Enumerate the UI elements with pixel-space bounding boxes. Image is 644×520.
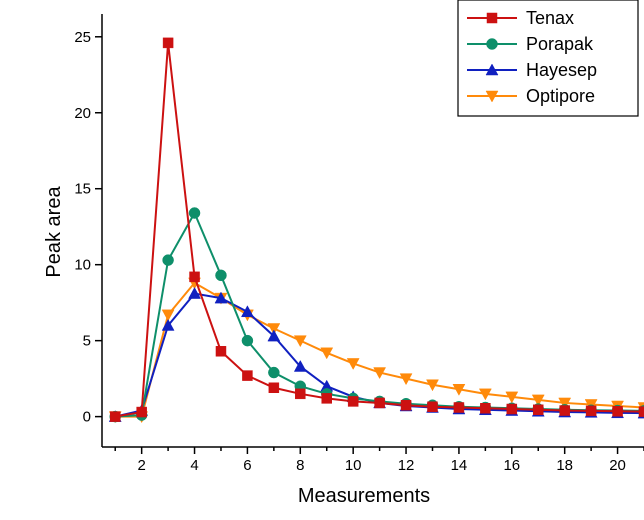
y-tick-label: 15 bbox=[74, 181, 91, 198]
data-point-hayesep bbox=[293, 359, 307, 372]
legend-marker-porapak bbox=[486, 38, 498, 50]
data-point-tenax bbox=[480, 403, 491, 414]
data-point-porapak bbox=[268, 366, 280, 379]
legend-item-porapak: Porapak bbox=[467, 34, 594, 54]
x-tick-label: 16 bbox=[503, 457, 520, 474]
data-point-tenax bbox=[374, 397, 385, 409]
data-point-optipore bbox=[320, 347, 334, 360]
legend-marker-tenax bbox=[486, 12, 498, 24]
legend-item-optipore: Optipore bbox=[467, 86, 595, 106]
legend-item-tenax: Tenax bbox=[467, 8, 574, 28]
x-tick-label: 2 bbox=[137, 457, 145, 474]
x-tick-label: 4 bbox=[190, 457, 198, 474]
legend-label-optipore: Optipore bbox=[526, 86, 595, 106]
data-point-optipore bbox=[293, 335, 307, 348]
x-tick-label: 8 bbox=[296, 457, 304, 474]
series-layer bbox=[108, 37, 644, 424]
x-tick-label: 18 bbox=[556, 457, 573, 474]
data-point-tenax bbox=[295, 388, 306, 400]
data-point-hayesep bbox=[188, 287, 201, 299]
legend-marker-optipore bbox=[485, 90, 499, 103]
x-axis-title: Measurements bbox=[298, 485, 430, 507]
data-point-porapak bbox=[162, 254, 174, 266]
data-point-tenax bbox=[321, 393, 332, 404]
data-point-porapak bbox=[215, 269, 227, 282]
data-point-hayesep bbox=[240, 305, 254, 318]
data-point-tenax bbox=[109, 411, 121, 422]
data-point-tenax bbox=[268, 382, 280, 393]
data-point-tenax bbox=[638, 406, 644, 417]
y-axis-ticks: 0 5 10 15 20 25 bbox=[74, 29, 102, 426]
data-point-tenax bbox=[215, 346, 227, 357]
data-point-tenax bbox=[242, 370, 253, 381]
data-point-optipore bbox=[373, 367, 387, 380]
data-point-tenax bbox=[612, 406, 623, 417]
x-tick-label: 10 bbox=[345, 457, 362, 474]
data-point-tenax bbox=[189, 271, 200, 283]
y-tick-label: 0 bbox=[83, 409, 91, 426]
data-point-optipore bbox=[452, 384, 466, 396]
x-tick-label: 6 bbox=[243, 457, 251, 474]
x-tick-label: 14 bbox=[451, 457, 468, 474]
data-point-tenax bbox=[136, 406, 147, 418]
data-point-optipore bbox=[161, 309, 175, 322]
y-tick-label: 20 bbox=[74, 105, 91, 122]
data-point-tenax bbox=[427, 401, 438, 412]
data-point-optipore bbox=[426, 379, 439, 392]
data-point-porapak bbox=[241, 334, 254, 347]
y-tick-label: 10 bbox=[74, 257, 91, 274]
data-point-tenax bbox=[347, 396, 359, 407]
x-tick-label: 20 bbox=[609, 457, 626, 474]
data-point-optipore bbox=[399, 373, 413, 386]
series-line-porapak bbox=[115, 210, 644, 418]
data-point-optipore bbox=[478, 388, 492, 401]
legend-label-hayesep: Hayesep bbox=[526, 60, 597, 80]
data-point-hayesep bbox=[161, 318, 175, 331]
data-point-tenax bbox=[585, 405, 597, 417]
legend-marker-hayesep bbox=[485, 63, 499, 76]
data-point-porapak bbox=[188, 207, 201, 219]
data-point-optipore bbox=[505, 391, 519, 404]
data-point-optipore bbox=[531, 394, 545, 407]
series-tenax bbox=[109, 37, 644, 422]
data-point-tenax bbox=[532, 404, 544, 416]
data-point-tenax bbox=[453, 402, 465, 413]
data-point-optipore bbox=[346, 358, 360, 370]
data-point-optipore bbox=[558, 397, 572, 410]
legend: Tenax Porapak Hayesep Optipore bbox=[457, 0, 639, 117]
data-point-optipore bbox=[267, 323, 281, 336]
legend-item-hayesep: Hayesep bbox=[467, 60, 597, 80]
x-tick-label: 12 bbox=[398, 457, 415, 474]
data-point-tenax bbox=[559, 405, 570, 416]
data-point-tenax bbox=[162, 37, 174, 49]
data-point-tenax bbox=[506, 403, 518, 415]
x-axis-ticks: 2 4 6 8 10 12 14 16 18 20 bbox=[114, 447, 644, 474]
data-point-tenax bbox=[400, 399, 412, 411]
y-axis-title: Peak area bbox=[43, 186, 65, 278]
legend-label-porapak: Porapak bbox=[526, 34, 594, 54]
legend-label-tenax: Tenax bbox=[526, 8, 574, 28]
y-tick-label: 5 bbox=[83, 333, 91, 350]
data-point-hayesep bbox=[267, 329, 281, 342]
data-point-hayesep bbox=[214, 291, 228, 304]
y-tick-label: 25 bbox=[74, 29, 91, 46]
